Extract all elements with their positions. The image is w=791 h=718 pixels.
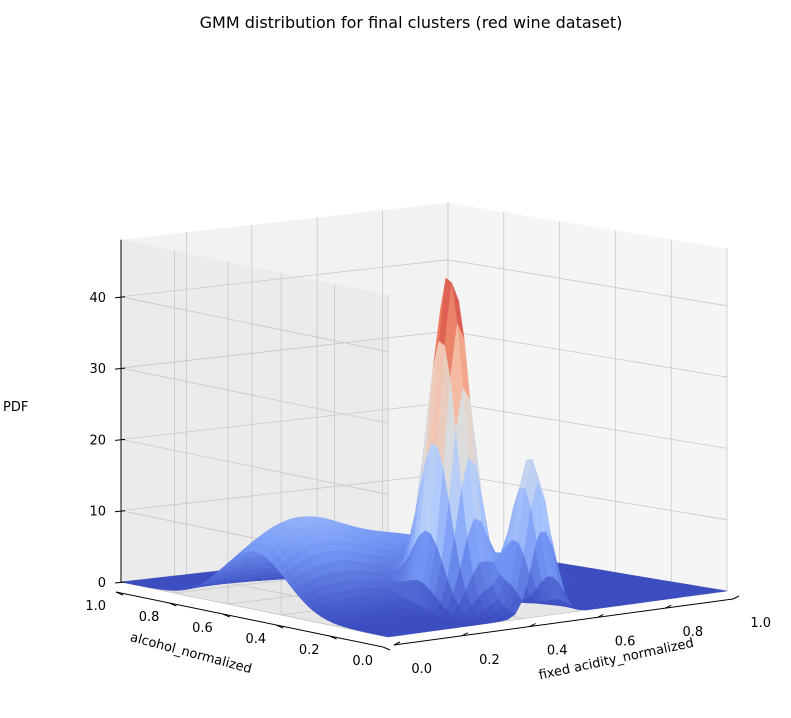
- x-tick: [393, 641, 401, 646]
- x-axis: 0.0 0.2 0.4 0.6 0.8 1.0: [393, 595, 771, 677]
- y-axis: 0.0 0.2 0.4 0.6 0.8 1.0: [85, 591, 391, 669]
- pdf-surface: [120, 277, 728, 638]
- x-tick-label: 0.4: [547, 644, 568, 659]
- chart-title: GMM distribution for final clusters (red…: [200, 13, 623, 32]
- y-tick-label: 0.4: [246, 632, 267, 647]
- y-tick: [222, 613, 230, 618]
- x-tick: [597, 613, 604, 618]
- z-tick-label: 10: [89, 505, 106, 520]
- z-tick-label: 20: [89, 433, 106, 448]
- x-tick: [732, 595, 740, 600]
- z-grid-line: [120, 259, 728, 353]
- y-tick-label: 1.0: [85, 599, 106, 614]
- x-tick-label: 1.0: [750, 616, 771, 631]
- x-tick-label: 0.8: [683, 625, 704, 640]
- y-grid-line: [387, 248, 728, 638]
- z-grid-line: [120, 330, 728, 424]
- z-tick-label: 0: [98, 576, 106, 591]
- z-tick: [114, 296, 126, 299]
- x-tick-label: 0.2: [479, 653, 500, 668]
- z-tick: [114, 510, 126, 513]
- z-tick-label: 40: [89, 291, 106, 306]
- z-tick: [114, 581, 126, 584]
- y-tick: [382, 646, 391, 651]
- x-tick: [664, 604, 672, 609]
- y-tick: [329, 635, 337, 640]
- x-tick-label: 0.0: [411, 662, 432, 677]
- x-tick: [461, 632, 469, 637]
- y-axis-label: alcohol_normalized: [128, 630, 253, 677]
- x-tick-label: 0.6: [615, 634, 636, 649]
- y-tick: [169, 602, 177, 607]
- z-grid-line: [120, 401, 728, 495]
- x-axis-line: [393, 598, 734, 646]
- y-tick-label: 0.6: [192, 621, 213, 636]
- z-tick: [114, 438, 126, 441]
- x-tick: [529, 623, 536, 628]
- z-grid-line: [120, 473, 728, 567]
- z-tick-label: 30: [89, 362, 106, 377]
- y-tick-label: 0.8: [139, 610, 160, 625]
- surface-patch: [382, 634, 396, 638]
- y-tick-label: 0.0: [352, 654, 373, 669]
- z-axis: 0 10 20 30 40: [89, 239, 126, 591]
- back-pane-right: [448, 202, 727, 592]
- y-tick-label: 0.2: [299, 643, 320, 658]
- y-axis-line: [115, 591, 384, 648]
- y-tick: [276, 624, 284, 629]
- z-axis-label: PDF: [3, 400, 28, 415]
- y-tick: [115, 591, 124, 596]
- z-tick: [114, 367, 126, 370]
